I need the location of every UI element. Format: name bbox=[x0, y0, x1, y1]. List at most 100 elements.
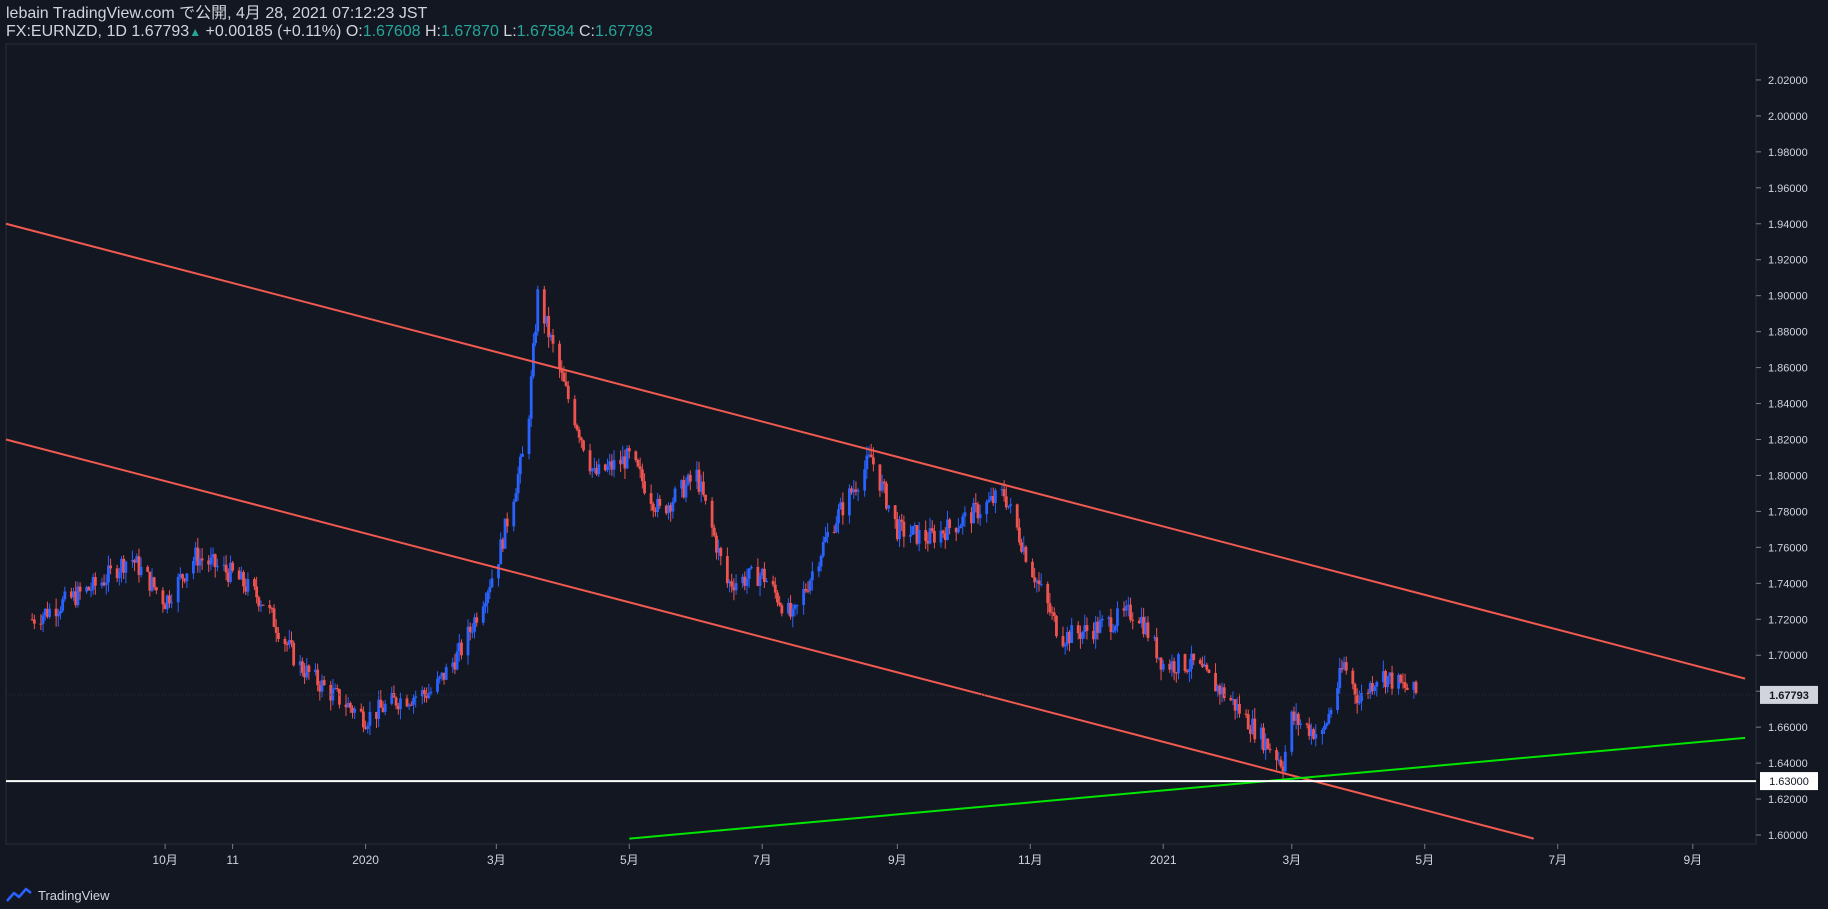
candle-down bbox=[277, 632, 280, 639]
candle-down bbox=[575, 425, 579, 430]
candle-down bbox=[1061, 636, 1065, 647]
candle-down bbox=[634, 451, 638, 461]
footer-brand[interactable]: TradingView bbox=[6, 887, 110, 903]
candle-up bbox=[865, 455, 869, 470]
candle-up bbox=[1098, 620, 1102, 633]
candle-up bbox=[1388, 672, 1392, 677]
candle-up bbox=[314, 669, 317, 673]
candle-up bbox=[1111, 630, 1115, 633]
candle-down bbox=[394, 697, 398, 706]
candle-down bbox=[778, 602, 782, 606]
candle-up bbox=[747, 568, 751, 579]
candle-up bbox=[1373, 686, 1377, 692]
candle-down bbox=[1296, 713, 1300, 725]
y-tick-label: 2.00000 bbox=[1768, 111, 1808, 123]
trendline-channel-upper[interactable] bbox=[5, 222, 1746, 680]
candle-up bbox=[1327, 714, 1331, 724]
candle-down bbox=[1201, 663, 1204, 667]
candle-up bbox=[473, 617, 476, 632]
candle-up bbox=[527, 418, 531, 454]
candle-up bbox=[438, 676, 442, 679]
change-value: +0.00185 (+0.11%) bbox=[205, 23, 342, 40]
candle-up bbox=[486, 592, 490, 604]
candle-down bbox=[640, 469, 644, 482]
candle-down bbox=[789, 602, 792, 617]
candle-up bbox=[1277, 759, 1281, 761]
candle-down bbox=[579, 437, 583, 441]
candle-up bbox=[1386, 676, 1390, 688]
candle-down bbox=[74, 591, 78, 606]
candle-down bbox=[453, 662, 457, 670]
candle-down bbox=[1137, 620, 1141, 624]
candle-down bbox=[316, 669, 320, 686]
candle-up bbox=[734, 583, 738, 591]
candle-down bbox=[697, 469, 701, 492]
candle-up bbox=[1065, 632, 1069, 645]
trendline-support[interactable] bbox=[629, 736, 1746, 840]
candle-up bbox=[928, 528, 932, 544]
candle-up bbox=[211, 554, 215, 558]
candle-down bbox=[1024, 546, 1028, 562]
trendline-channel-lower[interactable] bbox=[5, 438, 1534, 840]
candle-up bbox=[961, 516, 965, 526]
level-price-label: 1.63000 bbox=[1769, 776, 1809, 788]
candle-down bbox=[1353, 684, 1357, 695]
candle-up bbox=[215, 565, 219, 568]
candle-down bbox=[715, 535, 718, 553]
candle-up bbox=[305, 665, 309, 678]
candle-down bbox=[255, 586, 259, 598]
symbol-label[interactable]: FX:EURNZD, 1D bbox=[6, 23, 127, 40]
candle-down bbox=[396, 705, 400, 710]
candle-up bbox=[178, 574, 182, 577]
candle-down bbox=[1266, 738, 1270, 749]
candle-up bbox=[671, 501, 675, 512]
candle-down bbox=[1307, 724, 1311, 736]
y-tick-label: 1.88000 bbox=[1768, 327, 1808, 339]
candle-down bbox=[78, 586, 82, 592]
candle-down bbox=[1076, 625, 1080, 634]
time-axis[interactable]: 10月 11 2020 3月 5月 7月 9月 11月 2021 3月 5月 7月 9月 bbox=[152, 844, 1702, 867]
candle-down bbox=[1168, 663, 1172, 670]
candle-down bbox=[542, 289, 546, 324]
candle-down bbox=[268, 604, 272, 608]
candle-up bbox=[209, 557, 213, 565]
candle-up bbox=[549, 335, 553, 338]
candle-down bbox=[869, 454, 873, 458]
candle-down bbox=[1015, 504, 1019, 528]
candle-up bbox=[978, 514, 982, 519]
candle-up bbox=[165, 595, 169, 610]
close-value: 1.67793 bbox=[594, 23, 653, 40]
candle-up bbox=[959, 525, 962, 529]
candle-down bbox=[1174, 672, 1178, 674]
x-tick-label: 10月 bbox=[152, 853, 177, 867]
candle-down bbox=[719, 548, 723, 557]
candle-up bbox=[457, 642, 461, 652]
candle-up bbox=[673, 488, 677, 502]
candle-up bbox=[61, 599, 65, 611]
trendlines-layer[interactable] bbox=[5, 222, 1756, 840]
candle-up bbox=[1124, 605, 1128, 611]
candle-up bbox=[745, 578, 749, 586]
candle-down bbox=[654, 510, 657, 512]
candle-down bbox=[1405, 687, 1409, 690]
candle-up bbox=[717, 548, 721, 553]
candle-down bbox=[651, 503, 655, 511]
candle-down bbox=[322, 680, 326, 685]
candle-down bbox=[1253, 718, 1257, 740]
candle-down bbox=[505, 518, 509, 527]
high-label: H: bbox=[425, 23, 441, 40]
candle-up bbox=[821, 541, 825, 556]
candle-up bbox=[222, 564, 226, 566]
candle-up bbox=[514, 493, 518, 502]
candle-up bbox=[760, 568, 764, 576]
candle-down bbox=[902, 521, 906, 537]
candle-up bbox=[117, 572, 121, 579]
price-axis[interactable]: 2.02000 2.00000 1.98000 1.96000 1.94000 1.920… bbox=[1756, 75, 1808, 842]
candle-down bbox=[1305, 723, 1309, 725]
candle-up bbox=[1220, 687, 1224, 695]
candle-up bbox=[946, 519, 949, 540]
candle-down bbox=[732, 586, 736, 591]
candle-down bbox=[1214, 672, 1217, 692]
candle-up bbox=[1320, 730, 1324, 734]
